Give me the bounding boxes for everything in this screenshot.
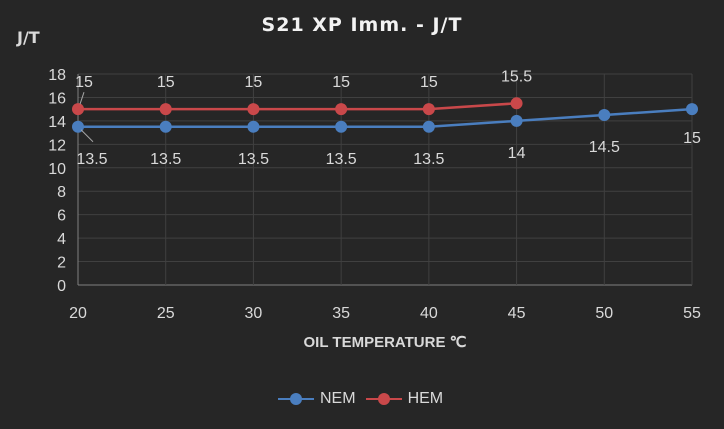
data-point-nem — [686, 103, 698, 116]
data-point-nem — [510, 114, 523, 127]
data-point-hem — [159, 103, 172, 116]
y-axis-title: J/T — [17, 28, 40, 47]
data-label-hem: 15 — [157, 74, 175, 91]
data-label-nem: 13.5 — [150, 151, 181, 168]
y-tick-label: 10 — [48, 161, 66, 178]
y-tick-label: 2 — [57, 255, 66, 272]
chart-title: S21 XP Imm. - J/T — [261, 14, 463, 36]
y-tick-label: 14 — [48, 114, 66, 131]
data-point-hem — [72, 103, 84, 116]
x-tick-label: 25 — [157, 305, 175, 322]
x-tick-label: 55 — [683, 305, 701, 322]
series-line-hem — [78, 102, 517, 111]
legend-item-nem[interactable]: NEM — [278, 390, 356, 408]
x-axis-title: OIL TEMPERATURE ℃ — [303, 334, 467, 351]
x-tick-label: 35 — [332, 305, 350, 322]
legend-label-nem: NEM — [320, 390, 356, 407]
data-point-nem — [598, 109, 611, 122]
leader-line — [79, 92, 85, 105]
legend-label-hem: HEM — [407, 390, 444, 407]
y-tick-label: 4 — [57, 231, 66, 248]
data-label-hem: 15 — [420, 74, 438, 91]
x-tick-label: 30 — [245, 305, 263, 322]
data-point-hem — [247, 103, 260, 116]
data-label-nem: 13.5 — [238, 151, 269, 168]
data-point-hem — [422, 103, 435, 116]
data-label-nem: 13.5 — [76, 151, 107, 168]
y-tick-label: 18 — [48, 67, 66, 84]
series-line-nem — [78, 107, 693, 128]
hem-line-marker-icon — [365, 393, 402, 405]
y-tick-label: 8 — [57, 184, 66, 201]
y-tick-label: 12 — [48, 137, 66, 154]
data-label-nem: 13.5 — [413, 151, 444, 168]
x-tick-label: 45 — [508, 305, 526, 322]
leader-line — [80, 129, 94, 143]
legend: NEM HEM — [278, 390, 447, 408]
y-tick-label: 0 — [57, 278, 66, 295]
data-point-hem — [510, 97, 523, 110]
data-point-nem — [335, 120, 348, 133]
y-tick-label: 16 — [48, 90, 66, 107]
x-tick-label: 40 — [420, 305, 438, 322]
data-label-nem: 15 — [683, 130, 701, 147]
data-label-hem: 15.5 — [501, 68, 532, 85]
data-label-nem: 14.5 — [589, 139, 620, 156]
data-point-nem — [247, 120, 260, 133]
data-label-nem: 14 — [508, 145, 526, 162]
data-point-hem — [335, 103, 348, 116]
data-point-nem — [159, 120, 172, 133]
data-label-hem: 15 — [245, 74, 263, 91]
legend-item-hem[interactable]: HEM — [365, 390, 444, 408]
data-point-nem — [422, 120, 435, 133]
data-label-hem: 15 — [75, 74, 93, 91]
x-tick-label: 20 — [69, 305, 87, 322]
data-label-nem: 13.5 — [326, 151, 357, 168]
data-label-hem: 15 — [332, 74, 350, 91]
x-tick-label: 50 — [595, 305, 613, 322]
nem-line-marker-icon — [278, 393, 314, 405]
y-tick-label: 6 — [57, 208, 66, 225]
